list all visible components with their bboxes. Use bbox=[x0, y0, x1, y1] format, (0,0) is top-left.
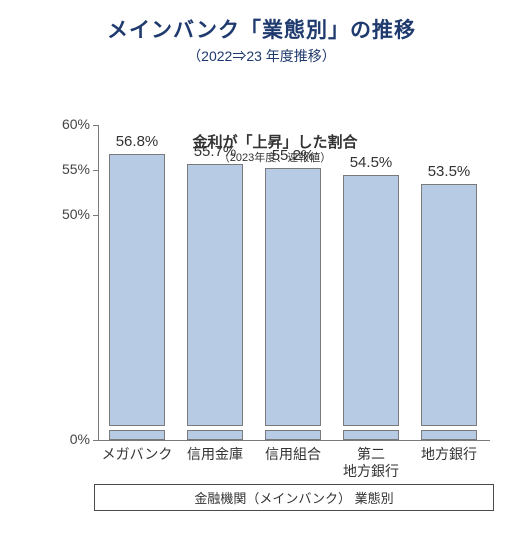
chart-title: メインバンク「業態別」の推移 bbox=[0, 0, 523, 44]
ytick-mark bbox=[93, 170, 98, 171]
chart: 金利が「上昇」した割合 （2023年度、速報値） 0% 50% 55% 60% … bbox=[50, 110, 500, 490]
ytick-mark bbox=[93, 440, 98, 441]
bar-value-label: 54.5% bbox=[331, 154, 411, 171]
chart-subtitle: （2022⇒23 年度推移） bbox=[0, 44, 523, 66]
category-label: 地方銀行 bbox=[407, 446, 491, 463]
bar bbox=[265, 168, 321, 426]
bar-value-label: 55.7% bbox=[175, 143, 255, 160]
bar-value-label: 55.2% bbox=[253, 147, 333, 164]
ytick-label: 50% bbox=[50, 206, 90, 222]
bar-base bbox=[265, 430, 321, 440]
category-label: 信用金庫 bbox=[173, 446, 257, 463]
category-label: 信用組合 bbox=[251, 446, 335, 463]
bar bbox=[187, 164, 243, 426]
ytick-label: 60% bbox=[50, 116, 90, 132]
x-axis bbox=[98, 440, 490, 441]
page: メインバンク「業態別」の推移 （2022⇒23 年度推移） 金利が「上昇」した割… bbox=[0, 0, 523, 542]
ytick-mark bbox=[93, 215, 98, 216]
bar-base bbox=[421, 430, 477, 440]
bar-base bbox=[109, 430, 165, 440]
bar-value-label: 56.8% bbox=[97, 133, 177, 150]
category-label: メガバンク bbox=[95, 446, 179, 463]
bar bbox=[343, 175, 399, 427]
x-axis-caption: 金融機関（メインバンク） 業態別 bbox=[94, 484, 494, 511]
category-label: 第二 地方銀行 bbox=[329, 446, 413, 480]
ytick-label: 0% bbox=[50, 431, 90, 447]
y-axis bbox=[98, 125, 99, 440]
ytick-label: 55% bbox=[50, 161, 90, 177]
bar-base bbox=[343, 430, 399, 440]
bar bbox=[109, 154, 165, 426]
ytick-mark bbox=[93, 125, 98, 126]
bar-value-label: 53.5% bbox=[409, 163, 489, 180]
bar-base bbox=[187, 430, 243, 440]
bar bbox=[421, 184, 477, 427]
